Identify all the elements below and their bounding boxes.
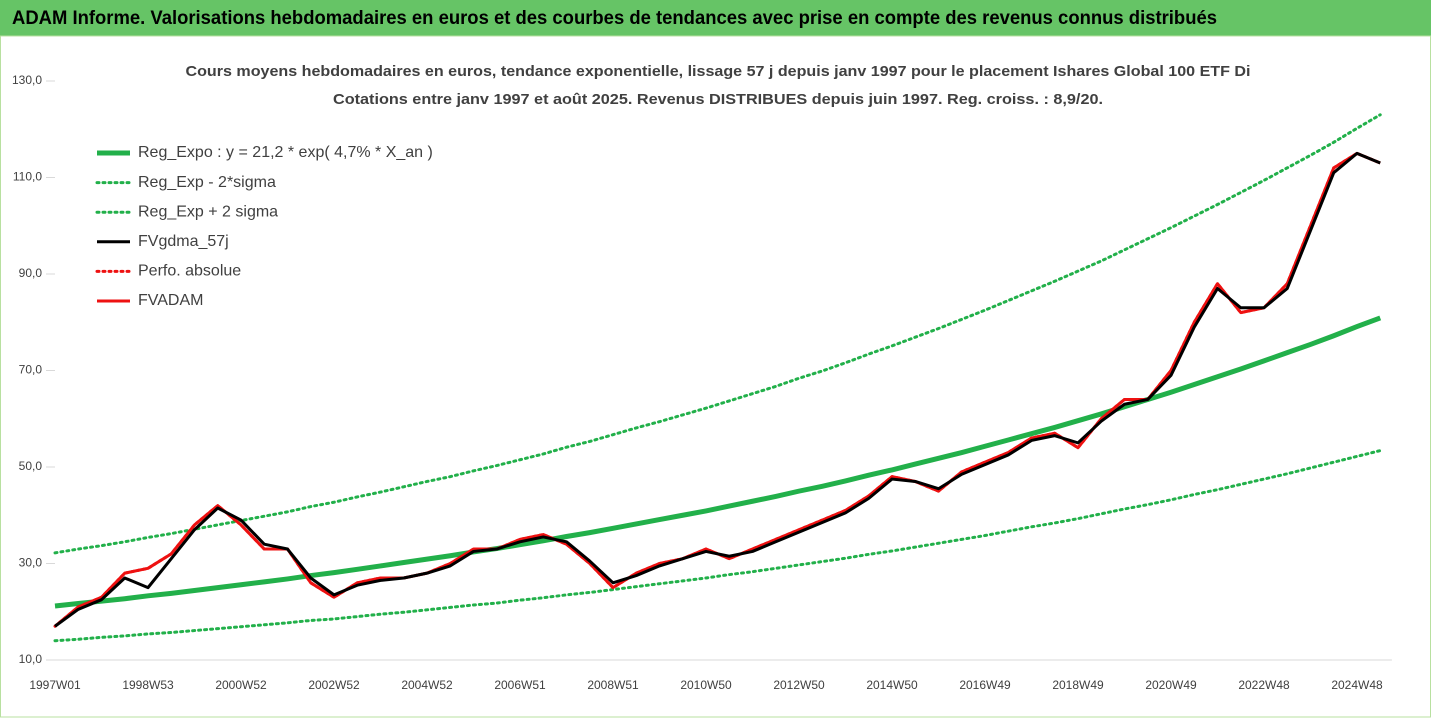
series-line [53,449,1382,643]
x-tick-label: 2024W48 [1331,678,1383,692]
y-tick-label: 30,0 [19,556,43,570]
x-tick-label: 2014W50 [866,678,918,692]
x-tick-label: 2018W49 [1052,678,1104,692]
x-tick-label: 2008W51 [587,678,639,692]
x-tick-label: 2000W52 [215,678,267,692]
x-tick-label: 2012W50 [773,678,825,692]
header-bar [0,0,1431,36]
x-tick-label: 2010W50 [680,678,732,692]
legend: Reg_Expo : y = 21,2 * exp( 4,7% * X_an )… [95,144,433,309]
x-tick-label: 1997W01 [29,678,81,692]
series-line [54,151,1381,628]
x-tick-label: 2022W48 [1238,678,1290,692]
series-line [53,113,1382,555]
y-tick-label: 130,0 [12,73,42,87]
legend-label: FVADAM [138,292,203,309]
header-title: ADAM Informe. Valorisations hebdomadaire… [12,8,1217,29]
y-tick-label: 110,0 [13,170,42,184]
y-tick-label: 10,0 [19,652,43,666]
series-line [54,315,1382,609]
chart-title: Cours moyens hebdomadaires en euros, ten… [186,63,1251,80]
legend-label: Perfo. absolue [138,263,241,280]
x-tick-label: 1998W53 [122,678,174,692]
legend-label: Reg_Exp - 2*sigma [138,174,276,191]
legend-label: Reg_Exp + 2 sigma [138,203,278,220]
y-tick-label: 90,0 [19,266,43,280]
legend-label: FVgdma_57j [138,233,229,250]
plot-area: 10,0 30,0 50,0 70,0 90,0 110,0 130,0 1997W01 199… [12,73,1392,692]
legend-label: Reg_Expo : y = 21,2 * exp( 4,7% * X_an ) [138,144,433,161]
chart-subtitle: Cotations entre janv 1997 et août 2025. … [333,91,1103,108]
y-tick-label: 70,0 [19,363,43,377]
y-tick-label: 50,0 [19,459,43,473]
x-tick-label: 2002W52 [308,678,360,692]
x-tick-label: 2006W51 [494,678,546,692]
x-tick-label: 2020W49 [1145,678,1197,692]
x-tick-label: 2016W49 [959,678,1011,692]
x-tick-label: 2004W52 [401,678,453,692]
